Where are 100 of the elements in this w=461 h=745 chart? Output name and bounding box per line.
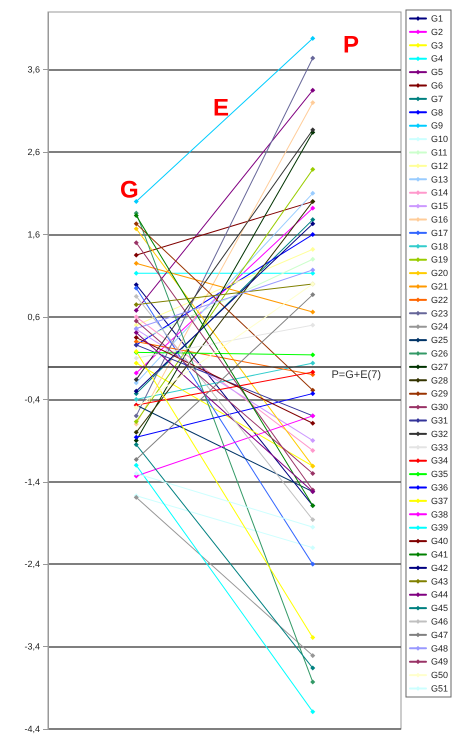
point xyxy=(134,388,139,394)
legend-label: G37 xyxy=(430,496,448,506)
ref-line-label: P=G+E(7) xyxy=(331,368,381,381)
legend-label: G30 xyxy=(430,402,448,412)
legend-label: G36 xyxy=(430,482,448,492)
point xyxy=(310,309,316,314)
legend-label: G20 xyxy=(430,268,448,278)
legend-label: G1 xyxy=(430,14,444,24)
legend-label: G32 xyxy=(430,428,448,439)
legend-label: G21 xyxy=(430,282,448,292)
point xyxy=(310,292,316,298)
legend-label: G6 xyxy=(430,80,444,90)
point xyxy=(134,356,139,361)
y-tick-label: 0,6 xyxy=(27,312,40,322)
legend-label: G16 xyxy=(430,214,448,224)
point xyxy=(134,302,139,308)
point xyxy=(134,213,139,218)
y-tick-label: -2,4 xyxy=(24,559,40,570)
point xyxy=(310,680,316,685)
legend-label: G25 xyxy=(430,335,448,346)
point xyxy=(310,709,316,714)
point xyxy=(134,434,139,440)
legend-label: G8 xyxy=(430,107,444,118)
point xyxy=(134,430,139,435)
legend-label: G38 xyxy=(430,509,448,520)
legend-label: G47 xyxy=(430,630,448,640)
y-tick-label: 1,6 xyxy=(27,230,40,240)
point xyxy=(310,420,316,426)
legend-label: G49 xyxy=(430,656,448,667)
point xyxy=(134,377,139,382)
point xyxy=(310,267,316,272)
point xyxy=(134,462,139,468)
point xyxy=(310,56,316,61)
legend-label: G28 xyxy=(430,375,448,386)
point xyxy=(310,190,316,196)
legend-label: G9 xyxy=(430,120,444,131)
point xyxy=(134,221,139,226)
point xyxy=(134,457,139,462)
y-tick-label: 2,6 xyxy=(27,147,40,158)
point xyxy=(310,471,316,476)
y-tick-label: -3,4 xyxy=(24,642,40,652)
point xyxy=(134,226,139,232)
y-tick-label: -4,4 xyxy=(24,724,40,734)
legend-label: G17 xyxy=(430,228,448,238)
legend-label: G2 xyxy=(430,26,444,37)
point xyxy=(134,442,139,448)
point xyxy=(310,322,316,328)
legend-label: G15 xyxy=(430,201,448,212)
point xyxy=(134,308,139,313)
legend-label: G4 xyxy=(430,54,444,64)
legend-label: G43 xyxy=(430,576,448,586)
legend-label: G23 xyxy=(430,308,448,318)
point xyxy=(310,166,316,172)
point xyxy=(134,360,139,366)
point xyxy=(134,413,139,418)
point xyxy=(310,352,316,358)
point xyxy=(310,524,316,530)
legend-label: G24 xyxy=(430,322,448,332)
point xyxy=(134,335,139,340)
point xyxy=(134,199,139,204)
legend-label: G46 xyxy=(430,616,448,626)
point xyxy=(310,100,316,106)
legend-label: G42 xyxy=(430,562,448,573)
legend-label: G10 xyxy=(430,134,448,144)
legend-label: G50 xyxy=(430,670,448,680)
point xyxy=(310,370,316,375)
legend-label: G7 xyxy=(430,94,444,104)
legend-label: G45 xyxy=(430,603,448,614)
annotation: E xyxy=(213,94,230,122)
legend-label: G22 xyxy=(430,294,448,305)
point xyxy=(134,419,139,424)
y-tick-label: -1,4 xyxy=(24,476,40,487)
legend-label: G34 xyxy=(430,456,448,466)
point xyxy=(310,256,316,262)
legend-label: G33 xyxy=(430,442,448,452)
annotation: G xyxy=(120,176,139,204)
point xyxy=(310,206,316,211)
point xyxy=(310,666,316,671)
point xyxy=(310,448,316,453)
annotation: P xyxy=(343,32,360,58)
point xyxy=(310,232,316,238)
point xyxy=(310,221,316,226)
point xyxy=(310,438,316,444)
legend-label: G40 xyxy=(430,536,448,546)
point xyxy=(134,252,139,258)
legend-label: G5 xyxy=(430,67,444,78)
legend-label: G14 xyxy=(430,188,448,198)
point xyxy=(134,270,139,276)
point xyxy=(134,260,139,266)
legend-label: G18 xyxy=(430,241,448,252)
point xyxy=(310,517,316,522)
legend-label: G12 xyxy=(430,160,448,171)
point xyxy=(134,370,139,376)
legend-label: G44 xyxy=(430,590,448,600)
point xyxy=(310,36,316,41)
point xyxy=(310,360,316,366)
point xyxy=(310,545,316,550)
point xyxy=(310,88,316,93)
y-tick-label: 3,6 xyxy=(27,64,40,75)
point xyxy=(134,405,139,410)
